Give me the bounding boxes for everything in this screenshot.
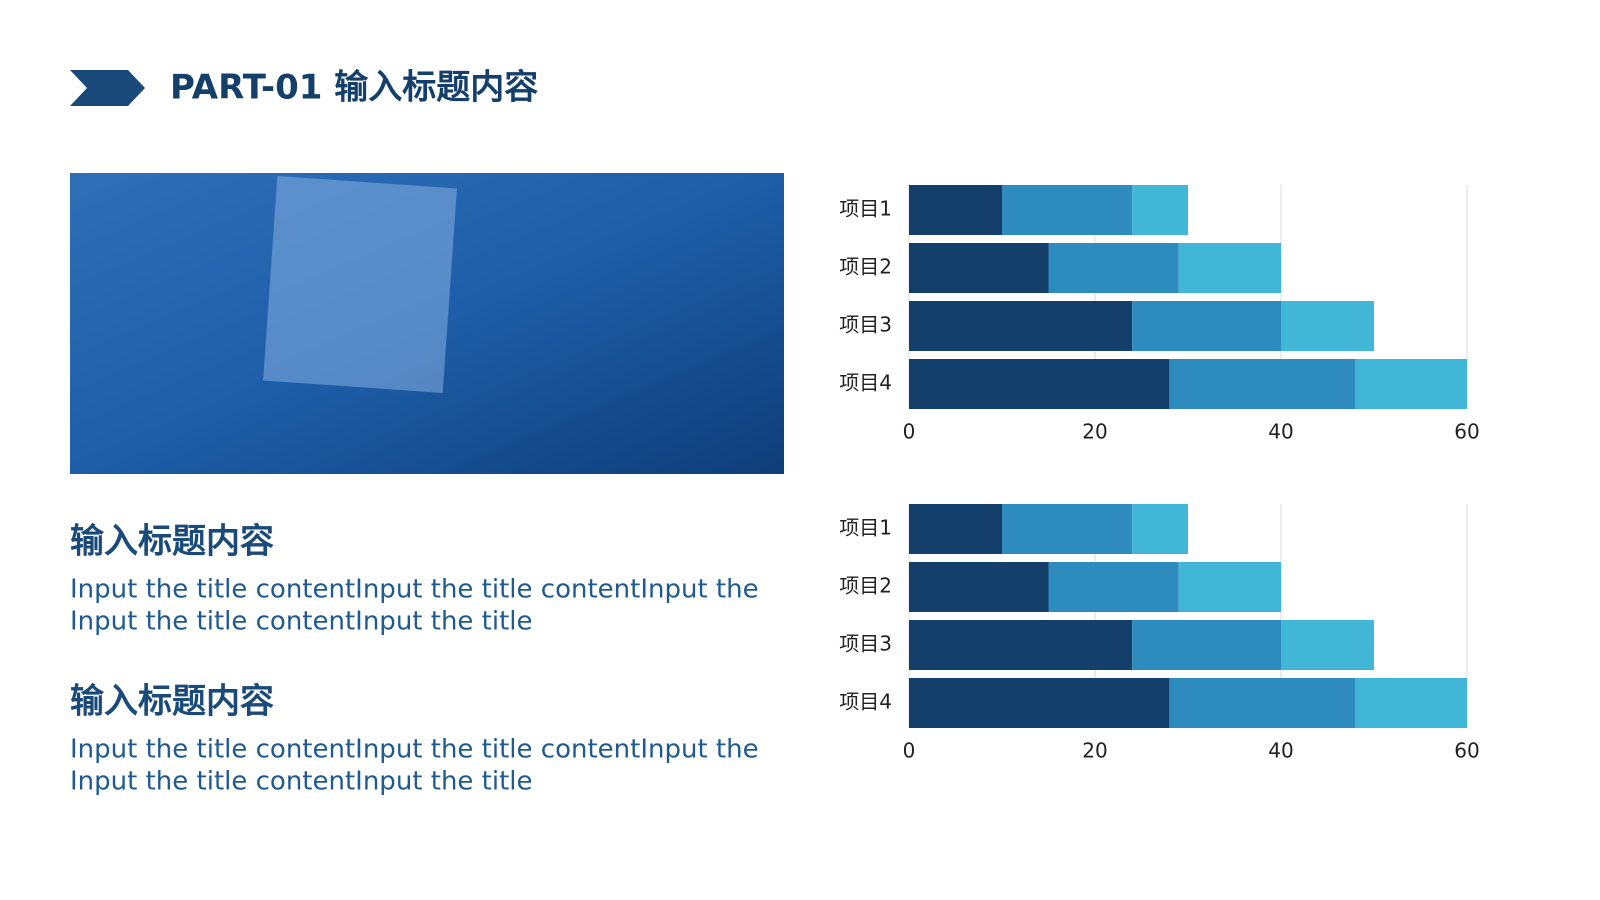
x-tick-label: 60: [1454, 739, 1479, 763]
y-tick-label: 项目4: [839, 690, 892, 714]
bar-segment: [1002, 504, 1133, 554]
bar-segment: [1178, 562, 1281, 612]
bar-segment: [909, 562, 1049, 612]
bar-segment: [909, 620, 1133, 670]
y-tick-label: 项目2: [839, 574, 892, 598]
bar-segment: [1355, 678, 1467, 728]
bar-segment: [909, 185, 1002, 235]
section-body: Input the title contentInput the title c…: [70, 735, 759, 765]
bar-segment: [1169, 678, 1356, 728]
bar-segment: [1169, 359, 1356, 409]
bar-segment: [1048, 562, 1179, 612]
x-tick-label: 20: [1082, 739, 1107, 763]
bar-segment: [1132, 620, 1281, 670]
x-tick-label: 0: [903, 420, 916, 444]
bar-segment: [909, 243, 1049, 293]
bar-segment: [1281, 301, 1374, 351]
section-title: 输入标题内容: [70, 682, 274, 722]
y-tick-label: 项目1: [839, 197, 892, 221]
bar-segment: [909, 301, 1133, 351]
x-tick-label: 40: [1268, 739, 1293, 763]
chevron-icon: [70, 70, 145, 106]
section-body: Input the title contentInput the title c…: [70, 575, 759, 605]
bar-segment: [1355, 359, 1467, 409]
section-body: Input the title contentInput the title: [70, 607, 533, 637]
bar-segment: [1132, 504, 1188, 554]
y-tick-label: 项目3: [839, 632, 892, 656]
bar-segment: [1178, 243, 1281, 293]
bar-segment: [1281, 620, 1374, 670]
bar-segment: [909, 359, 1170, 409]
bar-segment: [1048, 243, 1179, 293]
section-title: 输入标题内容: [70, 522, 274, 562]
bar-segment: [909, 504, 1002, 554]
y-tick-label: 项目2: [839, 255, 892, 279]
x-tick-label: 60: [1454, 420, 1479, 444]
y-tick-label: 项目1: [839, 516, 892, 540]
bar-segment: [1132, 301, 1281, 351]
x-tick-label: 40: [1268, 420, 1293, 444]
bar-segment: [1132, 185, 1188, 235]
y-tick-label: 项目3: [839, 313, 892, 337]
section-body: Input the title contentInput the title: [70, 767, 533, 797]
y-tick-label: 项目4: [839, 371, 892, 395]
x-tick-label: 20: [1082, 420, 1107, 444]
photo-xray: [263, 175, 457, 394]
page-title: PART-01 输入标题内容: [170, 68, 538, 108]
bar-segment: [909, 678, 1170, 728]
x-tick-label: 0: [903, 739, 916, 763]
bar-segment: [1002, 185, 1133, 235]
